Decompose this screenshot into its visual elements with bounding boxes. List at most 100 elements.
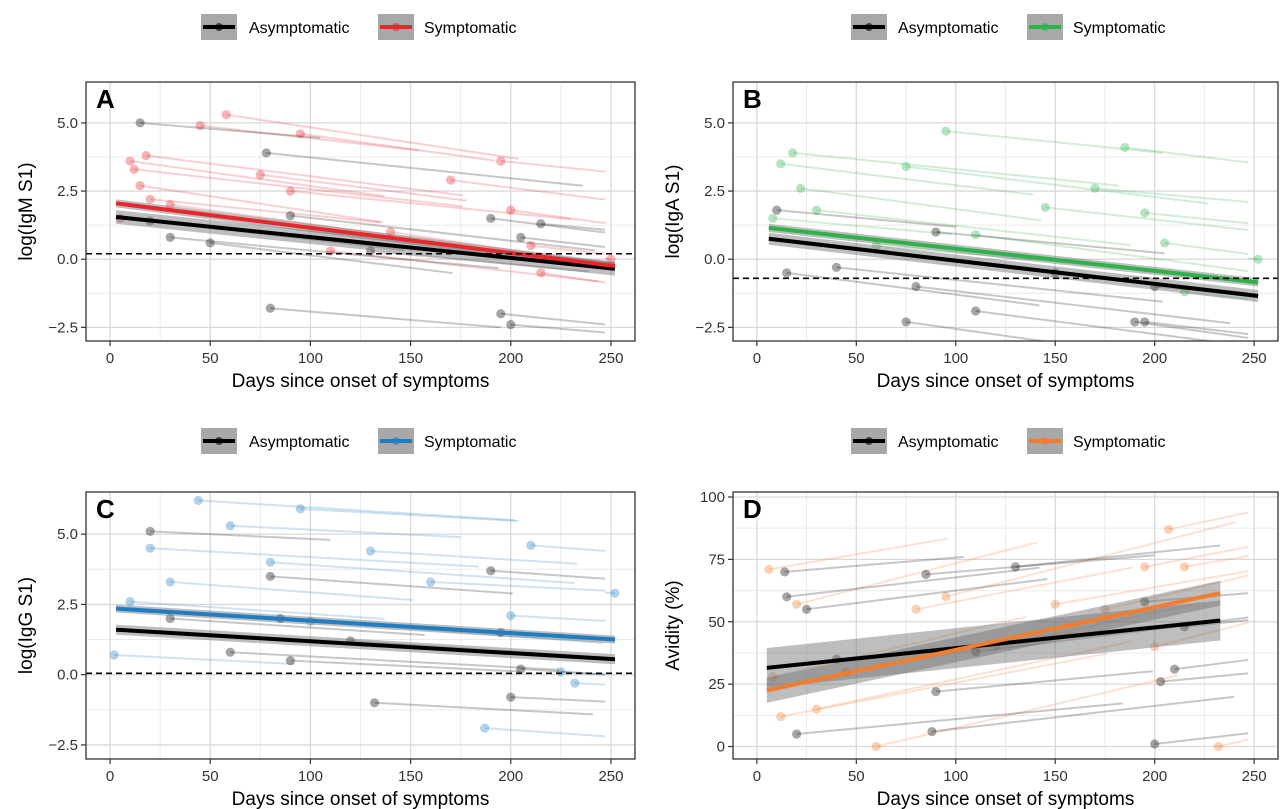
trajectory-line	[915, 566, 1133, 611]
data-point	[1213, 741, 1223, 752]
trajectory-line	[510, 614, 606, 622]
fit-line-symptomatic	[766, 591, 1221, 693]
data-point	[265, 557, 275, 567]
data-point	[1040, 202, 1050, 213]
panel-label: D	[743, 494, 762, 524]
data-point	[506, 205, 516, 215]
data-point	[871, 240, 881, 251]
x-tick-label: 100	[943, 768, 968, 785]
legend-label: Symptomatic	[1073, 20, 1165, 37]
trajectory-line	[270, 307, 501, 329]
trajectory-line	[905, 165, 1209, 205]
trajectory-line	[129, 160, 385, 198]
trajectory-line	[915, 285, 1231, 325]
legend-label: Asymptomatic	[249, 20, 349, 37]
data-point	[135, 118, 145, 128]
legend-key-point	[1041, 437, 1049, 445]
x-axis-title: Days since onset of symptoms	[877, 789, 1135, 809]
data-point	[1100, 604, 1110, 614]
trajectory-line	[540, 222, 606, 231]
trajectory-line	[1015, 544, 1221, 568]
data-point	[295, 504, 305, 514]
trajectory-line	[260, 173, 467, 202]
trajectory-line	[1218, 738, 1249, 748]
x-tick-label: 150	[1043, 768, 1068, 785]
trajectory-line	[816, 209, 1131, 247]
trajectory-line	[1055, 570, 1249, 606]
trajectory-line	[230, 524, 461, 539]
data-point	[165, 232, 175, 242]
trajectory-line	[300, 132, 495, 162]
trajectory-line	[816, 640, 1132, 711]
data-point	[496, 156, 506, 166]
x-tick-label: 250	[1242, 768, 1267, 785]
data-point	[772, 205, 782, 215]
data-point	[911, 604, 921, 614]
data-point	[1140, 208, 1150, 218]
data-point	[764, 564, 774, 574]
trajectory-line	[792, 151, 1119, 187]
trajectory-line	[1248, 257, 1259, 261]
data-point	[811, 704, 822, 714]
trajectory-line	[500, 312, 606, 326]
data-point	[1253, 254, 1263, 264]
data-point	[385, 227, 396, 237]
trajectory-line	[935, 230, 1165, 255]
data-point	[255, 170, 265, 180]
trajectory-line	[374, 701, 593, 716]
legend-key-point	[215, 437, 223, 445]
data-point	[221, 110, 231, 120]
data-point	[931, 227, 941, 237]
data-point	[971, 647, 981, 657]
trajectories-symptomatic	[768, 126, 1263, 301]
data-point	[776, 711, 786, 722]
data-point	[570, 678, 580, 688]
data-point	[927, 726, 937, 737]
fit-line-asymptomatic	[768, 236, 1259, 299]
data-point	[971, 306, 981, 316]
legend-label: Asymptomatic	[249, 434, 349, 451]
trajectory-line	[935, 670, 1153, 693]
data-point	[768, 213, 778, 223]
trajectory-line	[1154, 732, 1249, 746]
data-point	[1156, 677, 1166, 687]
data-point	[796, 183, 806, 193]
x-axis-title: Days since onset of symptoms	[877, 371, 1135, 392]
trajectory-line	[560, 670, 606, 676]
data-point	[1090, 183, 1100, 193]
data-point	[109, 650, 119, 660]
data-point	[941, 592, 951, 602]
data-point	[195, 121, 205, 131]
data-point	[911, 281, 921, 292]
trajectory-line	[931, 695, 1235, 733]
data-point	[901, 317, 911, 327]
data-point	[265, 571, 275, 581]
fit-line-symptomatic	[115, 201, 616, 269]
plot-area	[733, 126, 1278, 341]
panel-d: 0 50 100 150 200 250 0 25 50 75 100 Days since onse…	[663, 428, 1279, 809]
trajectory-line	[139, 184, 383, 224]
trajectory-line	[1144, 211, 1249, 225]
data-point	[1140, 317, 1150, 327]
legend-label: Symptomatic	[424, 434, 516, 451]
trajectory-line	[604, 591, 616, 595]
trajectory-line	[768, 537, 948, 571]
y-tick-label: 0.0	[704, 251, 725, 268]
trajectory-line	[796, 702, 1123, 736]
trajectory-line	[490, 569, 606, 580]
trajectory-line	[905, 320, 1050, 341]
trajectory-line	[520, 236, 606, 249]
trajectory-line	[198, 499, 515, 522]
data-point	[426, 577, 436, 587]
panel-b: 0 50 100 150 200 250 −2.5 0.0 2.5 5.0 Days since o…	[663, 14, 1279, 392]
data-point	[165, 200, 175, 210]
trajectory-line	[776, 209, 956, 228]
data-point	[205, 238, 215, 248]
panel-border	[85, 491, 636, 760]
plot-area	[86, 110, 635, 334]
legend: Asymptomatic Symptomatic	[851, 428, 1165, 454]
data-point	[480, 723, 490, 733]
y-axis-title: log(IgG S1)	[16, 577, 37, 674]
y-tick-label: 25	[708, 676, 725, 693]
trajectory-line	[150, 547, 479, 568]
